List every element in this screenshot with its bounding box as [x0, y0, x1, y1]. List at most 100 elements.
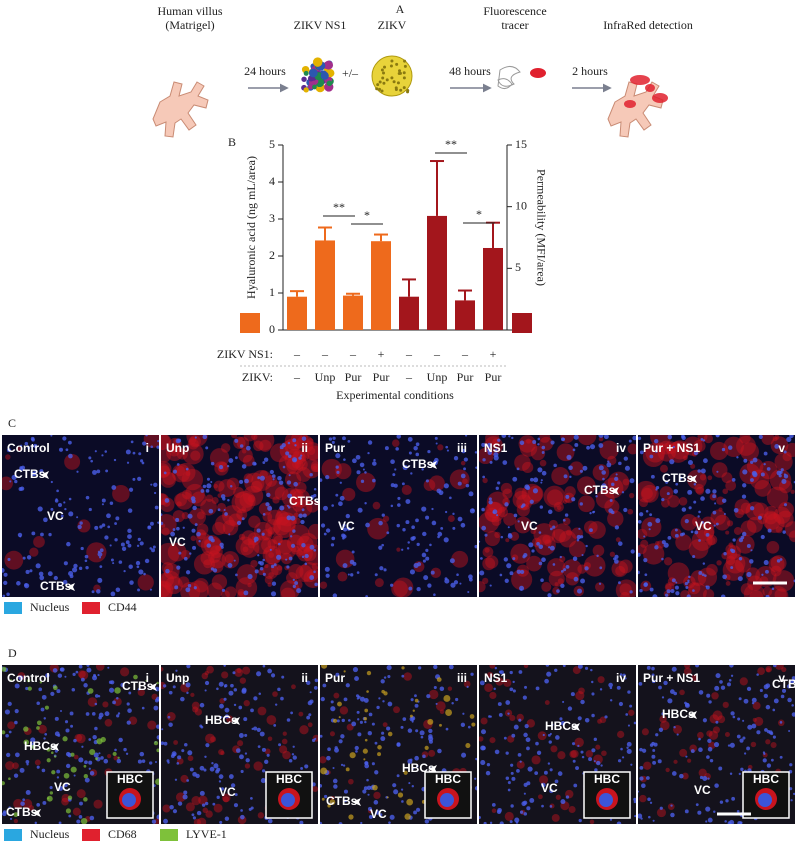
cd-stain — [503, 512, 517, 526]
nucleus-stain — [492, 509, 498, 515]
nucleus-stain — [199, 790, 205, 796]
cd-stain — [137, 688, 145, 697]
nucleus-stain — [355, 454, 361, 460]
nucleus-stain — [488, 497, 492, 501]
nucleus-stain — [523, 553, 528, 558]
nucleus-stain — [79, 801, 83, 806]
cd-stain — [665, 767, 670, 773]
nucleus-stain — [433, 593, 436, 596]
nucleus-stain — [698, 510, 701, 514]
micrograph — [320, 665, 477, 824]
nucleus-stain — [351, 550, 355, 554]
cd-stain — [491, 516, 502, 527]
nucleus-stain — [528, 542, 534, 548]
nucleus-stain — [4, 709, 10, 715]
lyve-stain — [387, 731, 393, 737]
nucleus-stain — [537, 467, 543, 473]
cd-stain — [102, 701, 109, 708]
nucleus-stain — [174, 778, 178, 781]
nucleus-stain — [638, 552, 641, 557]
nucleus-stain — [154, 761, 157, 764]
cd-stain — [707, 534, 718, 546]
cd-stain — [5, 454, 11, 460]
arrowhead — [352, 798, 361, 806]
cd-stain — [264, 748, 271, 755]
nucleus-stain — [602, 477, 605, 481]
nucleus-stain — [699, 775, 704, 780]
cd-stain — [604, 499, 620, 515]
nucleus-stain — [126, 702, 130, 706]
nucleus-stain — [2, 568, 5, 573]
nucleus-stain — [38, 687, 43, 692]
cd-stain — [210, 736, 217, 743]
cd-stain — [695, 521, 715, 541]
cd-stain — [243, 435, 256, 442]
nucleus-stain — [402, 528, 406, 532]
nucleus-stain — [542, 733, 545, 737]
nucleus-stain — [362, 468, 365, 471]
nucleus-stain — [135, 560, 141, 566]
cd-stain — [583, 520, 598, 535]
cd-stain — [638, 544, 647, 555]
nucleus-stain — [661, 696, 665, 699]
cd-stain — [296, 467, 312, 482]
lyve-stain — [424, 745, 429, 751]
cd-stain — [188, 580, 209, 597]
cd-stain — [763, 510, 778, 525]
nucleus-stain — [719, 680, 723, 684]
lyve-stain — [362, 748, 368, 754]
cd-stain — [185, 483, 205, 504]
nucleus-stain — [526, 806, 531, 811]
annotation: HBCs — [205, 713, 238, 727]
nucleus-stain — [121, 546, 127, 551]
nucleus-stain — [721, 498, 727, 503]
nucleus-stain — [253, 726, 258, 731]
lyve-stain — [87, 688, 94, 694]
cd-stain — [401, 484, 412, 495]
nucleus-stain — [481, 525, 487, 531]
nucleus-stain — [150, 445, 154, 449]
nucleus-stain — [331, 536, 336, 541]
nucleus-stain — [685, 755, 688, 758]
nucleus-stain — [105, 469, 109, 473]
nucleus-stain — [298, 513, 303, 519]
cd-stain — [479, 736, 484, 742]
cd-stain — [191, 701, 200, 710]
nucleus-stain — [713, 524, 716, 527]
nucleus-stain — [742, 469, 748, 475]
cd-stain — [403, 672, 412, 681]
nucleus-stain — [143, 572, 146, 576]
nucleus-stain — [598, 582, 602, 585]
zikv-dot — [382, 71, 386, 75]
cd-stain — [220, 750, 225, 756]
nucleus-stain — [322, 683, 327, 688]
cd-stain — [562, 559, 582, 579]
arrowhead — [32, 809, 41, 817]
nucleus-stain — [172, 528, 176, 531]
cd-stain — [77, 670, 86, 679]
annotation: VC — [47, 509, 64, 523]
cd-stain — [553, 501, 564, 512]
step-label: tracer — [501, 18, 528, 32]
panel-label: A — [396, 2, 405, 16]
cd-stain — [531, 755, 541, 765]
signal — [652, 93, 668, 103]
cd-stain — [251, 435, 258, 440]
nucleus-stain — [342, 764, 346, 767]
nucleus-stain — [115, 516, 120, 521]
nucleus-stain — [254, 569, 259, 574]
cd-stain — [437, 444, 444, 451]
annotation: CTBs — [772, 677, 799, 691]
lyve-stain — [409, 714, 413, 718]
nucleus-stain — [514, 817, 520, 823]
nucleus-stain — [304, 764, 309, 769]
cd-stain — [200, 551, 215, 566]
zikv-dot — [385, 78, 389, 82]
zikv-dot — [378, 87, 382, 91]
nucleus-stain — [139, 751, 145, 757]
cd-stain — [688, 582, 701, 595]
cd-stain — [211, 496, 219, 505]
cd-stain — [522, 461, 534, 474]
cd-stain — [617, 730, 625, 739]
nucleus-stain — [534, 771, 539, 775]
